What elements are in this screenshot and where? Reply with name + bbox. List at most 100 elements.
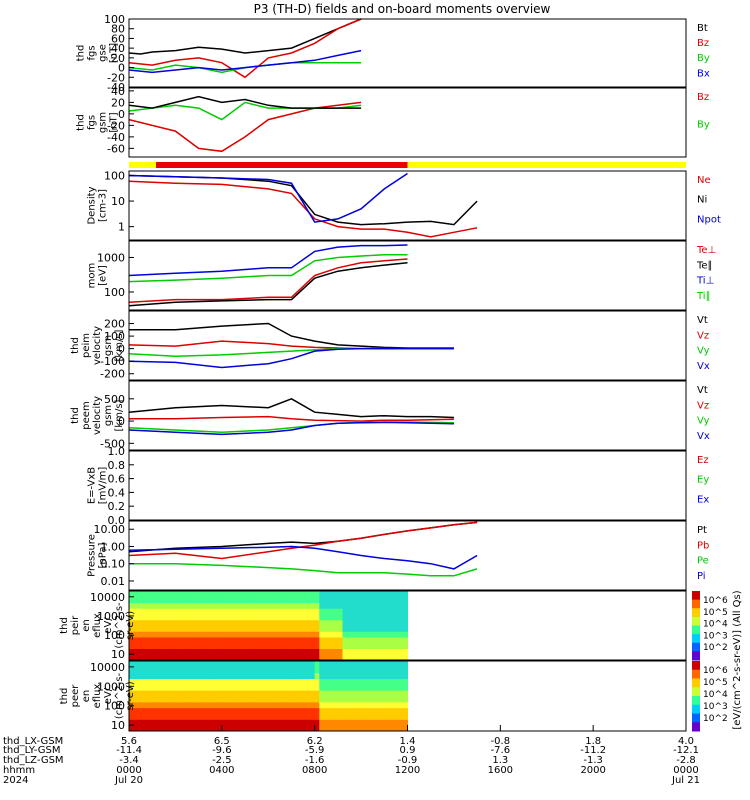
spectrogram-cell [393,648,399,655]
x-tick-label: -2.5 [212,755,232,766]
spectrogram-cell [249,725,255,732]
y-tick-label: 40 [111,42,125,55]
spectrogram-cell [393,602,399,609]
spectrogram-cell [388,596,395,603]
panel-frame [128,170,687,241]
spectrogram-cell [129,642,135,649]
spectrogram-cell [282,625,288,632]
spectrogram-cell [180,596,186,603]
spectrogram-cell [258,678,265,685]
spectrogram-cell [175,619,181,626]
x-row-label: thd_LX-GSM [3,736,63,747]
spectrogram-cell [258,690,265,697]
spectrogram-cell [351,707,357,714]
spectrogram-cell [235,654,241,661]
spectrogram-cell [351,619,357,626]
spectrogram-cell [393,625,399,632]
spectrogram-cell [361,696,367,703]
spectrogram-cell [198,648,204,655]
spectrogram-cell [133,690,139,697]
spectrogram-cell [207,713,214,720]
spectrogram-cell [365,654,371,661]
y-axis-label: thd peim velocity gsm [km/s] [70,326,125,365]
spectrogram-cell [142,690,149,697]
spectrogram-cell [170,642,176,649]
y-axis-label-line: E=-VxB [87,467,98,504]
spectrogram-cell [356,654,362,661]
spectrogram-cell [231,619,237,626]
spectrogram-cell [286,725,292,732]
spectrogram-cell [138,596,144,603]
spectrogram-cell [291,713,297,720]
spectrogram-cell [388,661,395,668]
spectrogram-cell [272,707,279,714]
colorbar-tick-label: 10^5 [703,678,728,688]
spectrogram-cell [356,608,362,615]
spectrogram-cell [133,642,139,649]
spectrogram-cell [375,654,381,661]
series-line-Ne [128,180,478,238]
y-tick-label: 80 [111,23,125,36]
series-line-Vx [128,421,454,436]
spectrogram-cell [310,614,316,621]
spectrogram-cell [129,713,135,720]
spectrogram-cell [138,701,144,709]
spectrogram-cell [291,642,297,649]
spectrogram-cell [175,654,181,661]
spectrogram-cell [384,637,390,644]
spectrogram-cell [170,666,176,674]
spectrogram-cell [365,591,371,598]
spectrogram-cell [142,713,149,720]
legend-entry: Bz [697,92,709,103]
spectrogram-cell [277,678,283,685]
x-tick-label: 0000 [116,765,141,776]
spectrogram-cell [184,713,190,720]
spectrogram-cell [142,719,149,726]
spectrogram-cell [342,672,348,679]
spectrogram-cell [365,666,371,674]
spectrogram-cell [300,637,306,644]
spectrogram-cell [365,725,371,732]
spectrogram-cell [379,725,385,732]
y-axis-label-line: thd [76,45,87,62]
spectrogram-cell [226,608,232,615]
spectrogram-cell [235,696,241,703]
spectrogram-cell [217,654,223,661]
spectrogram-cell [375,608,381,615]
spectrogram-cell [356,602,362,609]
y-tick-label: 60 [111,32,125,45]
spectrogram-cell [156,642,162,649]
spectrogram-cell [193,719,200,726]
spectrogram-cell [240,608,246,615]
spectrogram-cell [323,725,330,732]
spectrogram-cell [314,678,320,685]
spectrogram-cell [161,672,167,679]
spectrogram-cell [398,591,404,598]
spectrogram-cell [184,596,190,603]
spectrogram-cell [129,625,135,632]
y-tick-label: 1000 [97,610,125,623]
spectrogram-cell [291,591,297,598]
spectrogram-cell [342,707,348,714]
spectrogram-cell [384,719,390,726]
spectrogram-cell [152,591,158,598]
spectrogram-cell [286,654,292,661]
colorbar-tick-label: 10^2 [703,714,728,724]
spectrogram-cell [231,725,237,732]
spectrogram-cell [212,591,218,598]
spectrogram-cell [245,666,251,674]
spectrogram-cell [286,713,292,720]
y-axis-label-line: Pressure [87,534,98,577]
spectrogram-cell [272,654,279,661]
spectrogram-cell [328,619,334,626]
spectrogram-cell [249,619,255,626]
spectrogram-cell [361,591,367,598]
spectrogram-cell [314,696,320,703]
spectrogram-cell [282,678,288,685]
spectrogram-cell [263,661,269,668]
spectrogram-cell [277,690,283,697]
spectrogram-cell [198,713,204,720]
spectrogram-cell [328,707,334,714]
spectrogram-cell [361,701,367,709]
spectrogram-cell [272,631,279,638]
